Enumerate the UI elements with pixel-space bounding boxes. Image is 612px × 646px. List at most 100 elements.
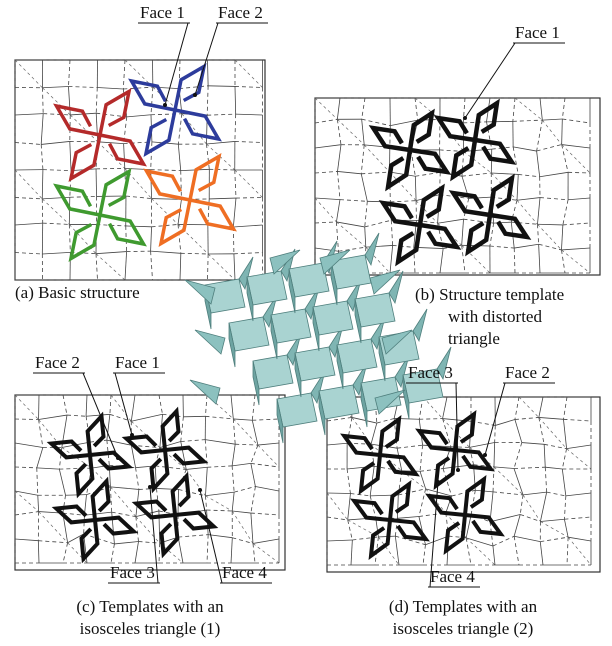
crease — [178, 490, 179, 515]
crease — [452, 490, 476, 496]
crease — [495, 425, 496, 442]
crease — [514, 536, 540, 541]
crease — [205, 496, 206, 510]
crease — [539, 244, 540, 273]
crease — [236, 198, 263, 199]
crease — [251, 487, 256, 514]
face-outline — [51, 442, 90, 458]
crease — [540, 519, 564, 521]
caption: isosceles triangle (1) — [80, 619, 221, 638]
crease — [151, 251, 153, 280]
crease — [43, 170, 71, 171]
crease — [42, 170, 43, 199]
crease — [70, 141, 71, 170]
structure-cell — [355, 293, 395, 327]
crease — [397, 495, 398, 518]
face-outline — [88, 416, 104, 455]
crease — [371, 423, 377, 444]
crease — [63, 395, 67, 415]
face-point — [163, 103, 167, 107]
crease — [540, 172, 568, 176]
crease — [547, 492, 566, 496]
crease — [234, 487, 255, 493]
crease — [545, 467, 562, 469]
crease — [15, 223, 43, 225]
crease — [208, 254, 235, 280]
face-outline — [162, 515, 178, 554]
crease — [564, 517, 591, 519]
face-outline — [390, 484, 409, 520]
crease — [415, 172, 440, 176]
crease — [315, 98, 337, 119]
crease — [205, 467, 207, 496]
crease — [37, 468, 60, 469]
face-outline — [465, 479, 484, 515]
crease — [235, 86, 263, 87]
caption: isosceles triangle (2) — [393, 619, 534, 638]
face-outline — [420, 188, 442, 225]
face-outline — [388, 150, 410, 187]
face-outline — [419, 431, 455, 450]
face-outline — [490, 215, 527, 237]
crease — [517, 174, 518, 200]
crease — [337, 171, 339, 199]
crease — [136, 517, 160, 544]
crease — [517, 200, 537, 224]
face-point — [130, 433, 134, 437]
crease — [111, 544, 114, 563]
crease — [126, 196, 152, 199]
crease — [336, 222, 364, 227]
crease — [205, 492, 234, 496]
crease — [110, 487, 111, 512]
crease — [205, 440, 235, 445]
crease — [181, 253, 208, 254]
face-outline — [95, 518, 134, 534]
crease — [390, 201, 416, 202]
crease — [397, 445, 422, 448]
face-outline — [383, 203, 420, 225]
crease — [86, 414, 110, 416]
crease — [251, 463, 256, 486]
crease — [258, 445, 279, 467]
crease — [523, 492, 547, 495]
face-outline — [420, 225, 457, 247]
face-label: Face 3 — [408, 363, 453, 382]
face-outline — [93, 481, 109, 520]
crease — [562, 145, 568, 173]
crease — [544, 444, 545, 467]
face-label: Face 1 — [515, 23, 560, 42]
caption: (c) Templates with an — [76, 597, 224, 616]
crease — [513, 147, 536, 151]
face-label: Face 3 — [110, 563, 155, 582]
crease — [67, 415, 86, 416]
crease — [494, 443, 495, 467]
crease — [362, 98, 365, 119]
crease — [96, 254, 97, 280]
crease — [514, 469, 523, 495]
crease — [125, 252, 127, 280]
crease — [361, 172, 389, 174]
face-label: Face 2 — [35, 353, 80, 372]
crease — [42, 86, 68, 87]
crease — [207, 86, 208, 115]
crease — [470, 443, 495, 448]
crease — [563, 419, 566, 448]
crease — [159, 543, 160, 563]
crease — [110, 487, 135, 517]
structure-cell — [319, 385, 359, 419]
crease — [539, 417, 564, 419]
crease — [233, 419, 258, 445]
crease — [397, 448, 402, 471]
crease — [135, 542, 138, 563]
crease — [126, 226, 152, 227]
crease — [15, 170, 42, 199]
crease — [568, 537, 591, 541]
face-outline — [147, 171, 191, 200]
crease — [39, 420, 43, 448]
crease — [523, 495, 540, 522]
crease — [520, 495, 523, 515]
crease — [390, 245, 393, 273]
crease — [361, 174, 367, 202]
crease — [41, 114, 43, 145]
crease — [207, 114, 236, 115]
